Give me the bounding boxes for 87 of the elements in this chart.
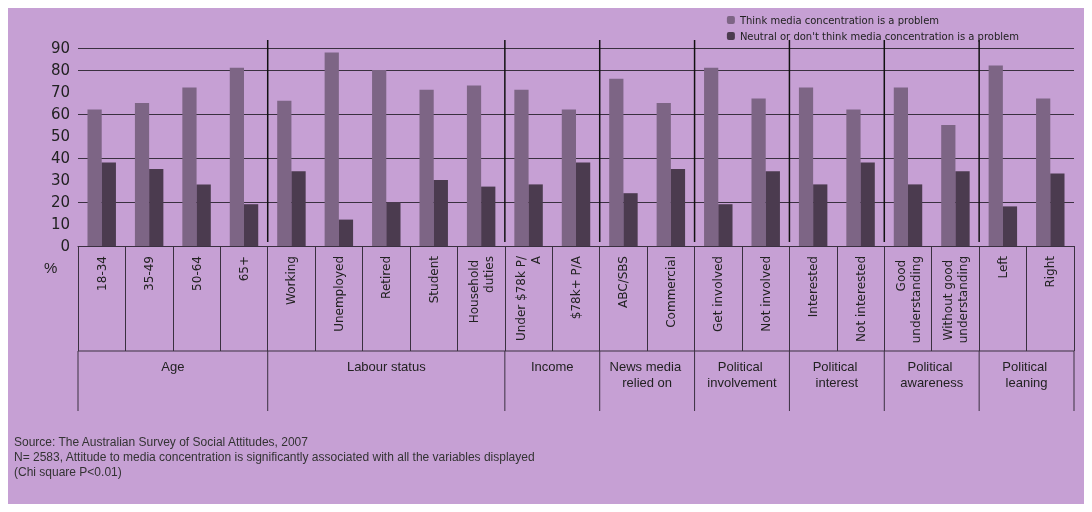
bar [433, 180, 448, 246]
bar [813, 184, 828, 246]
y-tick-label: 20 [50, 193, 70, 211]
y-tick-label: 50 [50, 127, 70, 145]
bar [656, 103, 671, 246]
y-tick-label: 0 [60, 237, 70, 255]
x-tick-label: Left [995, 255, 1010, 279]
x-tick-label: Interested [806, 256, 821, 318]
bar [196, 184, 211, 246]
bar [670, 169, 686, 246]
x-tick-label: Retired [379, 256, 394, 299]
bar [514, 89, 529, 246]
x-tick-label: Good understanding [893, 256, 923, 344]
bar [1002, 206, 1018, 246]
text: Labour status [346, 358, 427, 374]
x-tick-label: ABC/SBS [616, 256, 631, 308]
bar [941, 125, 956, 246]
bar [291, 171, 306, 246]
bar [908, 184, 923, 246]
bar [229, 67, 244, 246]
bar [101, 162, 116, 246]
bar [338, 219, 354, 246]
bar [244, 204, 259, 246]
bar [765, 171, 780, 246]
text: (Chi square P<0.01) [14, 465, 122, 479]
bar [846, 109, 861, 246]
x-tick-label: Not interested [853, 256, 868, 342]
y-axis-title: % [44, 259, 58, 276]
y-tick-label: 60 [50, 105, 70, 123]
x-tick-label: Working [284, 256, 299, 305]
bar [324, 52, 339, 246]
x-tick-label: 50-64 [189, 256, 204, 291]
bar [277, 100, 292, 246]
x-tick-label: 18-34 [94, 256, 109, 291]
text: News media relied on [609, 358, 685, 390]
bar [718, 204, 733, 246]
y-tick-label: 10 [50, 215, 70, 233]
x-tick-label: Household duties [466, 256, 496, 324]
y-tick-label: 90 [50, 39, 70, 57]
x-tick-label: Not involved [758, 256, 773, 332]
x-tick-label: Commercial [663, 256, 678, 328]
x-tick-label: Student [426, 255, 441, 304]
bar [576, 162, 591, 246]
bar [386, 202, 401, 246]
text: Political involvement [707, 358, 778, 390]
bar [1050, 173, 1065, 246]
text: Income [530, 358, 574, 374]
bar [466, 85, 482, 246]
x-tick-label: Under $78k P/A [514, 255, 544, 342]
bar [134, 103, 150, 246]
bar [751, 98, 766, 246]
text: Political leaning [1002, 358, 1051, 390]
x-tick-label: Right [1043, 255, 1058, 288]
bar [609, 78, 624, 246]
x-tick-label: Unemployed [331, 256, 346, 332]
text: Age [161, 358, 185, 374]
legend-label: Neutral or don't think media concentration is a problem [739, 30, 1019, 42]
bar [372, 70, 387, 246]
bar [798, 87, 814, 246]
text: Political awareness [900, 358, 964, 390]
source-note: Source: The Australian Survey of Social Attitudes, 2007 [14, 435, 309, 449]
bar [988, 65, 1003, 246]
y-tick-label: 70 [50, 83, 70, 101]
bar [893, 87, 908, 246]
bar [182, 87, 197, 246]
y-tick-label: 40 [50, 149, 70, 167]
bar [149, 169, 164, 246]
text: Political interest [812, 358, 862, 390]
legend-label: Think media concentration is a problem [738, 14, 940, 26]
bar [87, 109, 102, 246]
x-tick-label: $78k+ P/A [569, 255, 583, 320]
bar [623, 193, 638, 246]
x-tick-label: 35-49 [142, 256, 157, 291]
text: N= 2583, Attitude to media concentration is significantly associated with all the variables displayed [14, 450, 535, 464]
y-tick-label: 80 [50, 61, 70, 79]
bar [860, 162, 875, 246]
x-tick-label: 65+ [237, 256, 251, 282]
x-tick-label: Without good understanding [940, 256, 970, 344]
bar [481, 186, 496, 246]
x-tick-label: Get involved [711, 256, 726, 333]
bar [1036, 98, 1051, 246]
bar [561, 109, 576, 246]
bar [955, 171, 970, 246]
y-tick-label: 30 [50, 171, 70, 189]
bar [419, 89, 434, 246]
bar [704, 67, 719, 246]
bar [528, 184, 543, 246]
